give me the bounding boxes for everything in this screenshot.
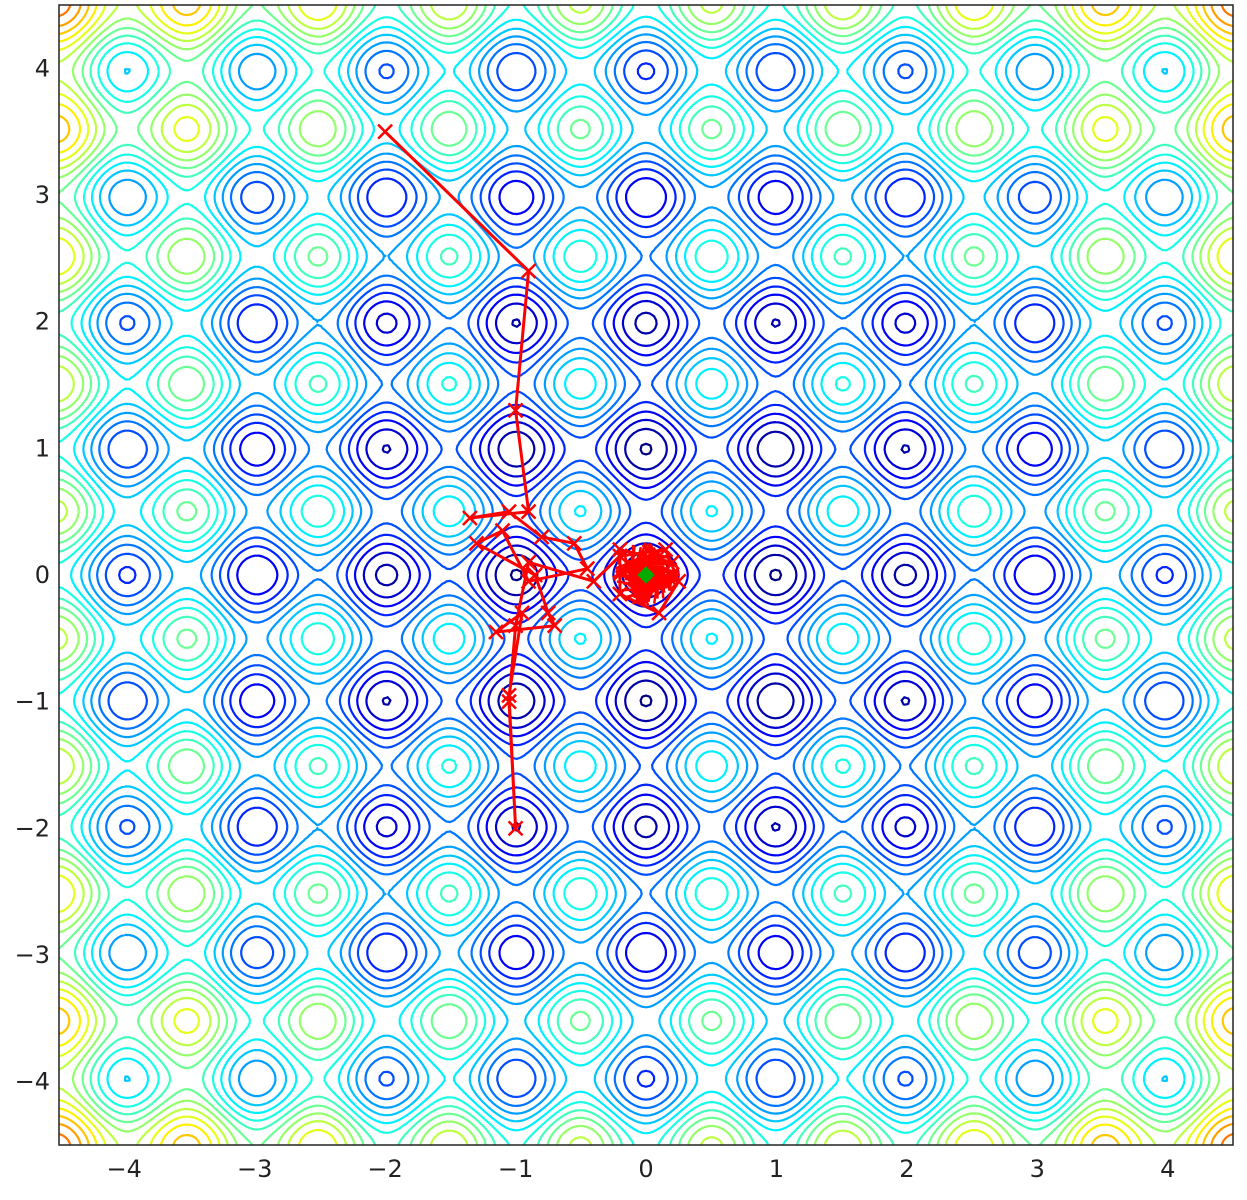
path-point-26	[651, 605, 667, 621]
contour-level-10	[59, 5, 1233, 1145]
path-point-2	[507, 402, 524, 419]
path-point-13	[540, 605, 557, 621]
contour-level-3	[236, 177, 1056, 973]
y-tick-label: 4	[35, 54, 50, 82]
x-axis-ticks: −4 −3 −2 −1 0 1 2 3 4	[107, 1155, 1176, 1183]
contour-level-11	[59, 5, 1233, 1145]
contour-level-19	[59, 5, 1233, 1145]
path-point-21	[520, 554, 537, 571]
contour-level-8	[80, 25, 1212, 1125]
contour-level-17	[59, 5, 1233, 1145]
path-point-27	[612, 586, 628, 602]
contour-level-4	[118, 62, 1174, 1088]
x-tick-label: −3	[237, 1155, 272, 1183]
path-point-6	[533, 529, 550, 545]
path-point-4	[462, 510, 478, 526]
path-point-11	[468, 535, 485, 552]
contour-level-9	[70, 15, 1222, 1135]
path-point-28	[612, 541, 628, 558]
final-point-0	[637, 566, 655, 584]
contour-level-16	[59, 5, 1233, 1145]
path-point-19	[501, 693, 517, 710]
contour-level-13	[59, 5, 1233, 1145]
y-tick-label: 2	[35, 308, 50, 336]
x-tick-label: 2	[899, 1155, 914, 1183]
x-tick-label: 4	[1160, 1155, 1175, 1183]
path-point-25	[670, 573, 687, 590]
y-tick-label: −2	[15, 814, 50, 842]
contour-level-14	[59, 5, 1233, 1145]
path-point-30	[644, 579, 661, 596]
optimizer-path	[377, 123, 687, 837]
x-tick-label: 0	[638, 1155, 653, 1183]
path-point-5	[501, 503, 517, 520]
y-tick-label: 0	[35, 561, 50, 589]
path-point-29	[664, 554, 680, 571]
contour-level-1	[374, 311, 918, 839]
path-point-3	[520, 503, 537, 520]
y-tick-label: −3	[15, 941, 50, 969]
y-tick-label: −4	[15, 1068, 50, 1096]
x-tick-label: −2	[367, 1155, 402, 1183]
y-tick-label: 3	[35, 181, 50, 209]
x-tick-label: 1	[769, 1155, 784, 1183]
path-point-1	[520, 263, 537, 279]
path-point-20	[507, 617, 524, 634]
path-point-8	[579, 560, 596, 577]
contour-lines	[59, 5, 1233, 1145]
y-tick-label: −1	[15, 688, 50, 716]
path-point-7	[566, 535, 583, 552]
path-point-0	[377, 123, 393, 140]
x-tick-label: −4	[107, 1155, 142, 1183]
y-tick-label: 1	[35, 434, 50, 462]
contour-level-7	[88, 33, 1204, 1117]
path-point-22	[585, 573, 602, 590]
x-tick-label: −1	[498, 1155, 533, 1183]
path-point-10	[494, 522, 511, 539]
path-point-15	[488, 624, 504, 640]
x-tick-label: 3	[1030, 1155, 1045, 1183]
path-point-24	[657, 541, 674, 558]
path-point-14	[546, 617, 563, 634]
path-point-23	[612, 548, 628, 564]
contour-level-6	[96, 40, 1196, 1110]
path-point-18	[507, 820, 524, 837]
plot-frame	[58, 4, 1234, 1146]
path-point-12	[527, 567, 544, 583]
contour-level-12	[59, 5, 1233, 1145]
path-point-16	[514, 605, 530, 621]
path-point-17	[501, 687, 517, 704]
y-axis-ticks: 4 3 2 1 0 −1 −2 −3 −4	[15, 54, 50, 1095]
contour-level-5	[104, 49, 1188, 1101]
contour-level-18	[59, 5, 1233, 1145]
